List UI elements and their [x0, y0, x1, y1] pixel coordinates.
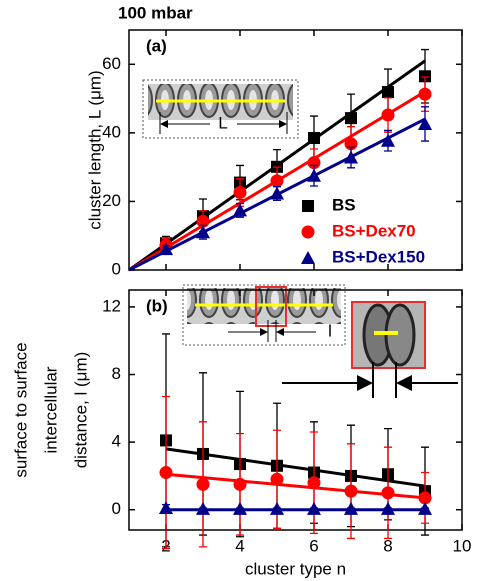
inset-b: [182, 284, 458, 398]
y-tick-label: 0: [112, 499, 121, 518]
plot-frame: [128, 289, 463, 531]
marker: [344, 484, 358, 498]
marker: [382, 86, 394, 99]
marker: [196, 225, 210, 239]
inset-label: L: [218, 113, 227, 132]
marker: [418, 491, 432, 505]
marker: [307, 168, 321, 182]
y-axis-label: cluster length, L (μm): [85, 70, 104, 229]
marker: [301, 251, 315, 264]
marker: [308, 132, 320, 144]
marker: [196, 214, 210, 228]
y-axis-label: distance, l (μm): [71, 352, 90, 469]
legend-label: BS+Dex70: [332, 221, 416, 240]
marker: [307, 476, 321, 490]
fit-line: [165, 447, 426, 488]
marker: [233, 203, 247, 217]
marker: [418, 501, 432, 515]
panel-label: (b): [146, 296, 168, 315]
marker: [270, 472, 284, 486]
x-tick-label: 4: [235, 536, 244, 555]
legend-label: BS: [332, 195, 356, 214]
marker: [159, 242, 173, 256]
marker: [418, 87, 432, 101]
inset-a: [142, 79, 299, 139]
y-tick-label: 4: [112, 432, 121, 451]
marker: [302, 200, 314, 212]
marker: [345, 112, 357, 125]
x-tick-label: 10: [453, 536, 472, 555]
marker: [381, 133, 395, 147]
marker: [381, 501, 395, 515]
panel-label: (a): [146, 36, 167, 55]
marker: [233, 501, 247, 515]
y-axis-label: intercellular: [41, 366, 60, 453]
marker: [233, 186, 247, 200]
marker: [418, 116, 432, 130]
marker: [301, 225, 315, 239]
marker: [196, 477, 210, 491]
y-tick-label: 12: [102, 296, 121, 315]
x-tick-label: 8: [383, 536, 392, 555]
y-tick-label: 60: [102, 54, 121, 73]
y-axis-label: surface to surface: [11, 342, 30, 477]
marker: [233, 477, 247, 491]
marker: [344, 501, 358, 515]
marker: [270, 501, 284, 515]
inset-label: l: [328, 321, 332, 340]
marker: [270, 174, 284, 188]
y-tick-label: 0: [112, 259, 121, 278]
marker: [344, 150, 358, 164]
y-tick-label: 20: [102, 191, 121, 210]
x-axis-label: cluster type n: [245, 559, 346, 578]
chart-title: 100 mbar: [118, 3, 193, 22]
y-tick-label: 8: [112, 364, 121, 383]
marker: [270, 186, 284, 200]
marker: [381, 108, 395, 122]
marker: [196, 501, 210, 515]
plot-frame: [128, 29, 463, 271]
y-tick-label: 40: [102, 122, 121, 141]
marker: [419, 70, 431, 83]
x-tick-label: 6: [309, 536, 318, 555]
marker: [307, 501, 321, 515]
marker: [381, 486, 395, 500]
legend-label: BS+Dex150: [332, 247, 425, 266]
marker: [159, 466, 173, 480]
marker: [159, 501, 173, 515]
